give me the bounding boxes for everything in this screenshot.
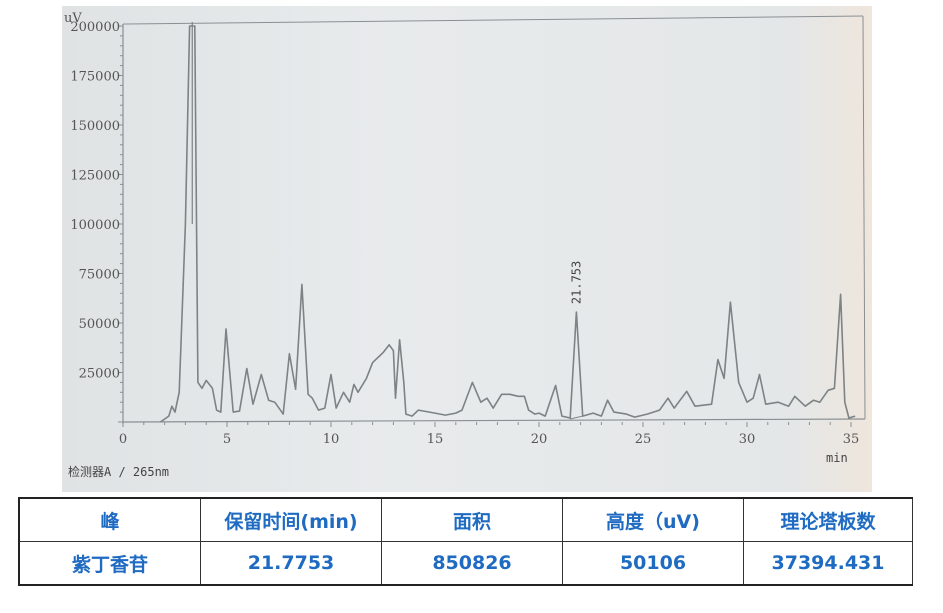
results-table: 峰 保留时间(min) 面积 高度（uV) 理论塔板数 紫丁香苷 21.7753… bbox=[18, 497, 913, 586]
peak-annotation-label: 21.753 bbox=[569, 261, 583, 304]
chromatogram-chart: 0 5 10 15 20 25 30 35 25000 50000 75000 100000 12500… bbox=[64, 11, 866, 479]
plot-top-border bbox=[122, 15, 864, 25]
x-axis-unit: min bbox=[826, 451, 848, 465]
x-tick-label: 5 bbox=[223, 432, 231, 447]
cell-plates: 37394.431 bbox=[743, 541, 913, 586]
y-tick-label: 75000 bbox=[79, 268, 120, 283]
table-row: 紫丁香苷 21.7753 850826 50106 37394.431 bbox=[18, 541, 913, 586]
header-retention-time: 保留时间(min) bbox=[200, 497, 382, 542]
cell-peak-name: 紫丁香苷 bbox=[18, 541, 201, 586]
detector-label: 检测器A / 265nm bbox=[68, 464, 169, 479]
table-header-row: 峰 保留时间(min) 面积 高度（uV) 理论塔板数 bbox=[18, 497, 913, 542]
y-tick-label: 150000 bbox=[70, 119, 120, 134]
plot-right-border bbox=[862, 15, 866, 420]
y-tick-label: 125000 bbox=[70, 169, 120, 184]
x-tick-label: 35 bbox=[843, 432, 860, 447]
header-area: 面积 bbox=[381, 497, 563, 542]
chromatogram-trace bbox=[159, 25, 856, 423]
x-tick-label: 0 bbox=[119, 432, 127, 447]
header-peak: 峰 bbox=[18, 497, 201, 542]
y-tick-label: 25000 bbox=[79, 367, 120, 382]
header-plates: 理论塔板数 bbox=[743, 497, 913, 542]
x-tick-label: 15 bbox=[427, 432, 444, 447]
y-tick-label: 100000 bbox=[70, 218, 120, 233]
x-axis-line bbox=[122, 418, 866, 423]
x-tick-label: 30 bbox=[739, 432, 756, 447]
cell-retention-time: 21.7753 bbox=[200, 541, 382, 586]
cell-height: 50106 bbox=[562, 541, 744, 586]
peak-baseline bbox=[570, 414, 587, 420]
x-tick-label: 10 bbox=[323, 432, 340, 447]
cell-area: 850826 bbox=[381, 541, 563, 586]
y-tick-label: 175000 bbox=[70, 70, 120, 85]
y-tick-label: 200000 bbox=[70, 20, 120, 35]
header-height: 高度（uV) bbox=[562, 497, 744, 542]
y-axis-unit: uV bbox=[64, 11, 82, 26]
x-tick-label: 20 bbox=[531, 432, 548, 447]
x-tick-label: 25 bbox=[635, 432, 652, 447]
y-tick-label: 50000 bbox=[79, 317, 120, 332]
